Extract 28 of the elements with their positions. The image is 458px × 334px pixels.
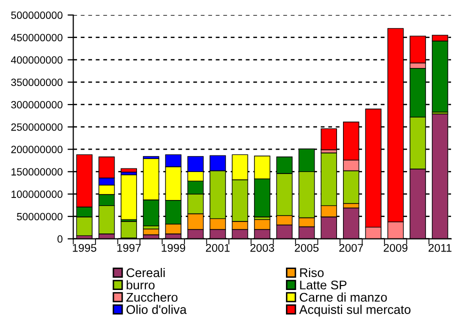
x-tick-label: 2009 <box>384 244 408 252</box>
x-tick-label: 2001 <box>206 244 230 252</box>
legend-label: Acquisti sul mercato <box>299 304 410 316</box>
x-tick-label: 1999 <box>162 244 186 252</box>
y-tick-label: 400000000 <box>10 56 62 64</box>
y-tick-label: 150000000 <box>12 168 62 176</box>
y-tick-label: 250000000 <box>11 123 62 131</box>
legend-label: burro <box>126 280 155 290</box>
legend-label: Olio d'oliva <box>126 304 187 314</box>
y-tick-label: 500000000 <box>11 12 62 19</box>
legend-label: Cereali <box>126 268 165 278</box>
y-tick-label: 200000000 <box>11 146 62 154</box>
x-tick-label: 2011 <box>428 244 452 252</box>
x-tick-label: 2005 <box>294 244 319 252</box>
x-tick-label: 1997 <box>117 244 141 252</box>
legend-label: Riso <box>300 268 324 278</box>
x-tick-label: 1995 <box>72 244 96 252</box>
x-tick-label: 2007 <box>339 244 363 252</box>
legend-label: Zucchero <box>126 292 178 302</box>
y-tick-label: 450000000 <box>10 34 62 42</box>
x-tick-label: 2003 <box>250 244 274 252</box>
y-tick-label: 300000000 <box>11 101 62 108</box>
y-tick-label: 350000000 <box>11 78 62 86</box>
y-tick-label: 100000000 <box>12 190 62 198</box>
legend-label: Carne di manzo <box>300 292 387 302</box>
y-tick-label: 0 <box>57 235 62 243</box>
legend-label: Latte SP <box>300 280 346 290</box>
y-tick-label: 50000000 <box>16 212 62 220</box>
